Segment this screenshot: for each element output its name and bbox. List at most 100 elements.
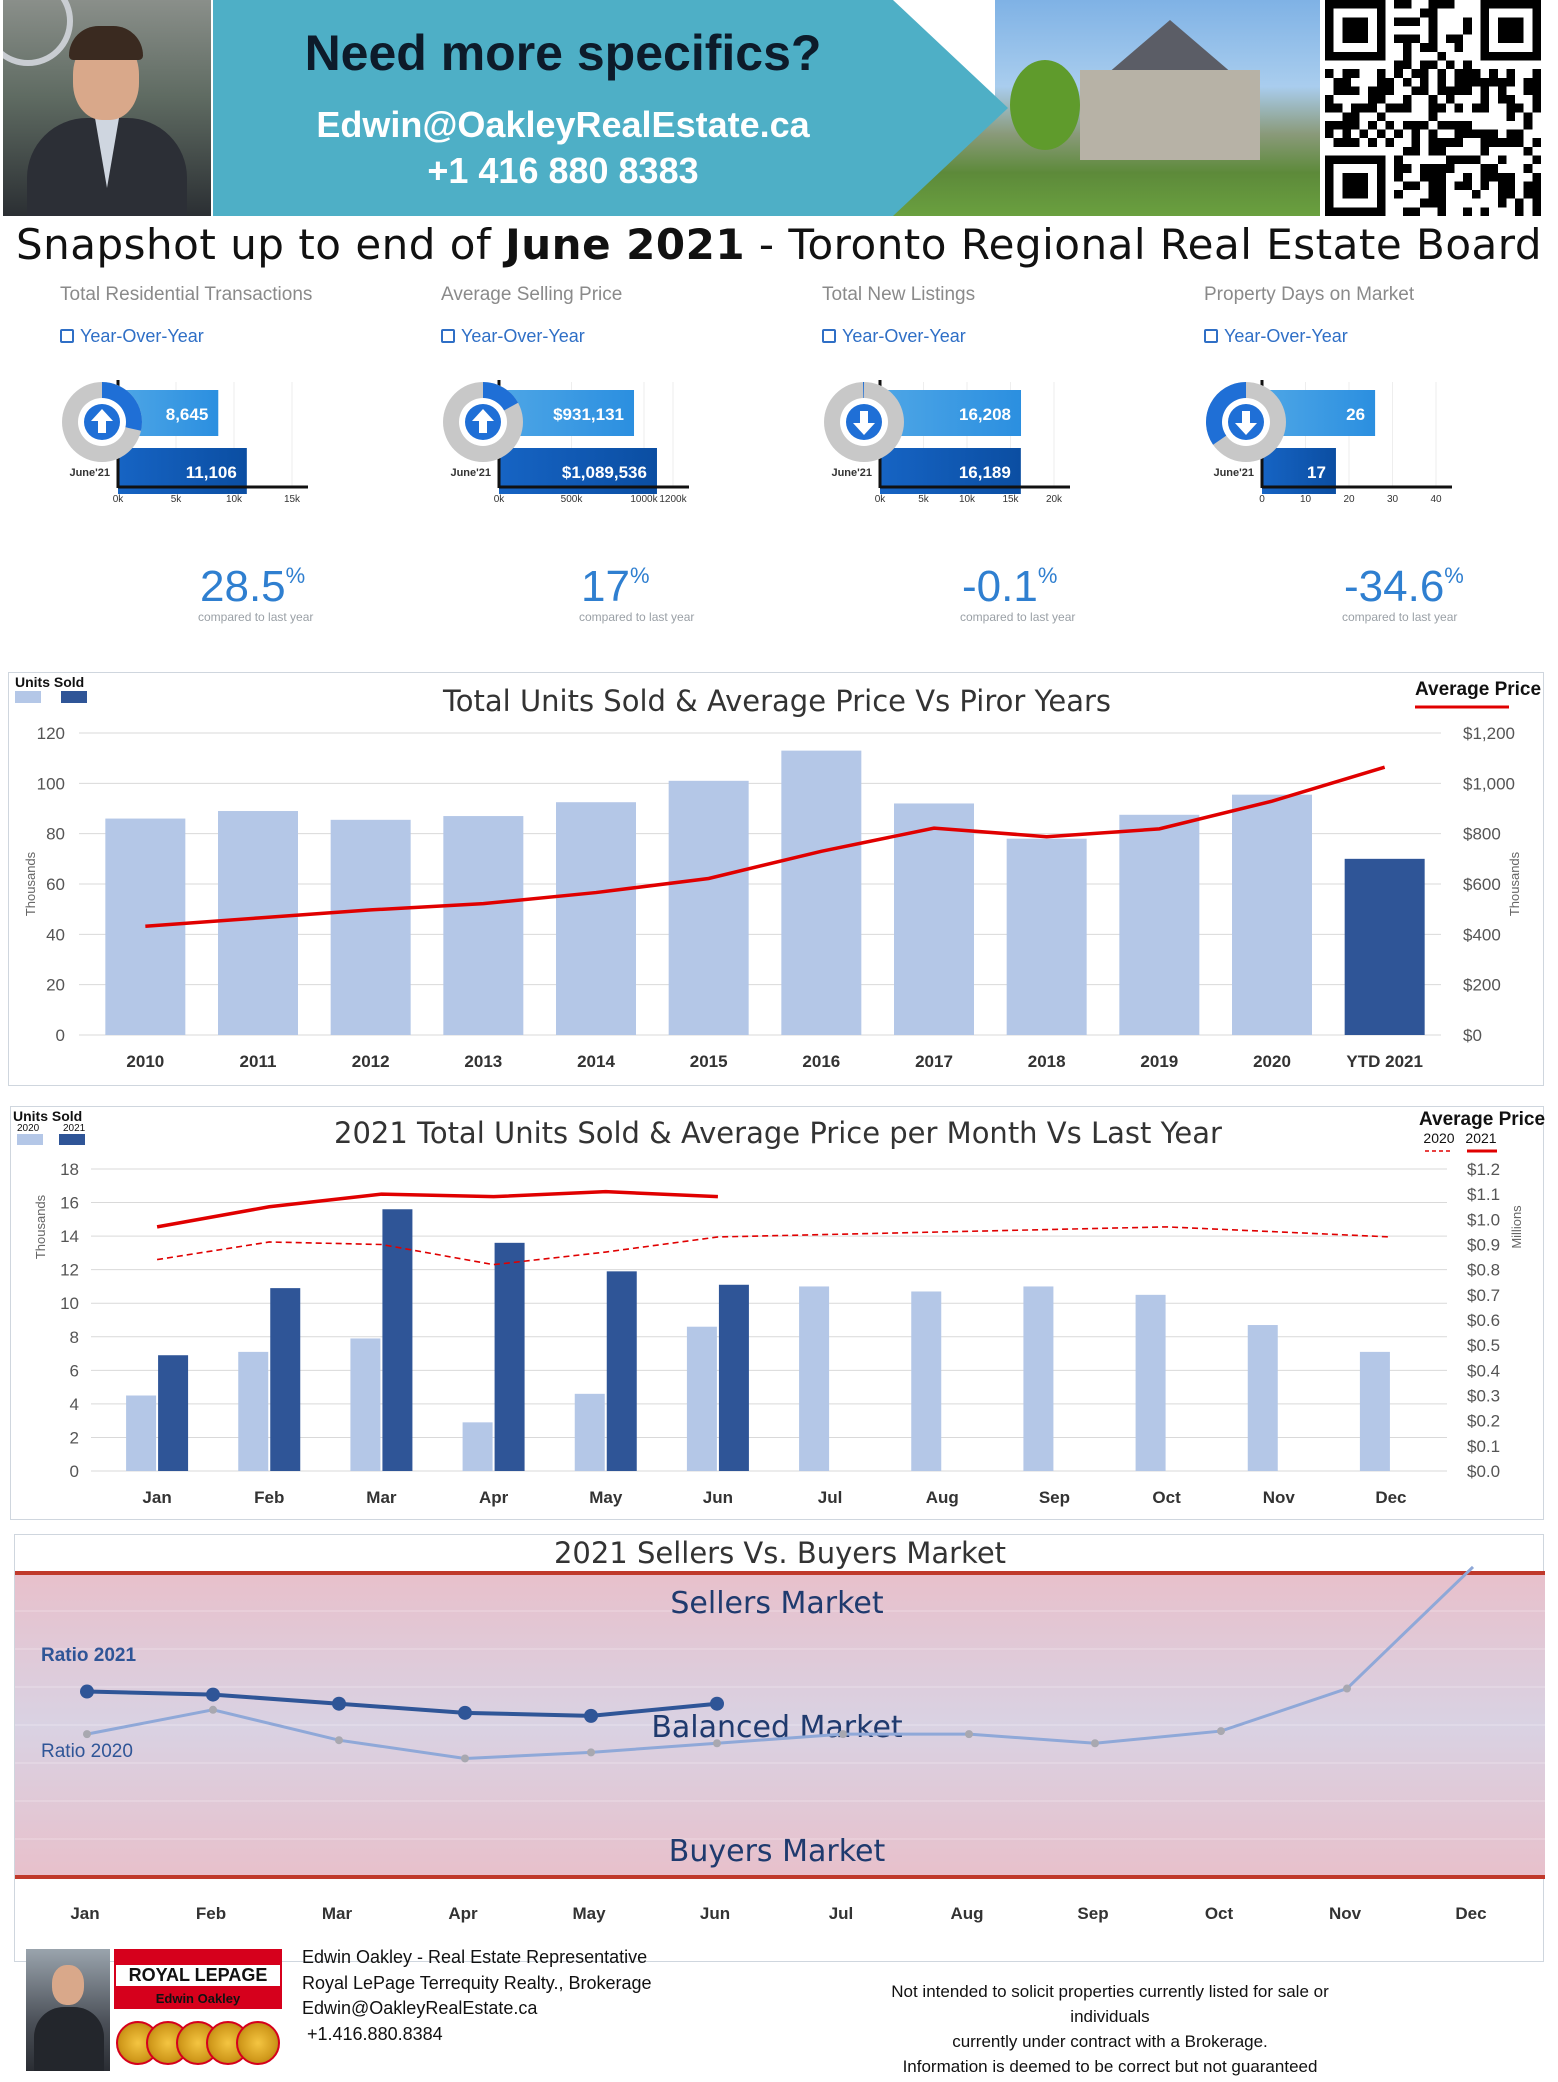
banner-title: Need more specifics? <box>304 25 822 81</box>
x-tick-label: 2017 <box>915 1052 953 1071</box>
kpi-caption: compared to last year <box>960 610 1076 624</box>
kpi-bar-value: 17 <box>1307 463 1326 482</box>
kpi-change-unit: % <box>1444 563 1464 588</box>
yearly-chart-panel: Total Units Sold & Average Price Vs Piro… <box>8 672 1544 1086</box>
price-line-2020 <box>156 1226 1391 1266</box>
kpi-period-label: Year-Over-Year <box>461 326 585 346</box>
bar-2020 <box>1023 1286 1054 1471</box>
qr-code-icon[interactable] <box>1322 0 1544 216</box>
bar-2020 <box>1247 1325 1278 1471</box>
x-tick-label: 2016 <box>802 1052 840 1071</box>
ratio-2021-point <box>206 1687 220 1702</box>
y2-tick-label: $1.1 <box>1467 1185 1500 1204</box>
kpi-tick-label: 0k <box>494 494 506 505</box>
agent-info-line[interactable]: Edwin@OakleyRealEstate.ca <box>302 1998 538 2018</box>
award-medals-icon <box>114 2013 282 2069</box>
chart-title: Total Units Sold & Average Price Vs Piro… <box>442 684 1111 718</box>
legend-series-label: 2020 <box>17 1123 40 1134</box>
kpi-bar-value: $1,089,536 <box>562 463 647 482</box>
bar <box>781 750 862 1035</box>
kpi-tick-label: 10 <box>1300 494 1312 505</box>
kpi-period-selector[interactable]: Year-Over-Year <box>60 326 204 347</box>
kpi-tick-label: 30 <box>1387 494 1399 505</box>
kpi-bar-value: $931,131 <box>553 405 624 424</box>
kpi-bar <box>880 390 1022 436</box>
arrow-up-icon <box>91 409 113 433</box>
kpi-period-selector[interactable]: Year-Over-Year <box>441 326 585 347</box>
kpi-tick-label: 15k <box>284 494 301 505</box>
disclaimer-line: currently under contract with a Brokerag… <box>952 2032 1268 2051</box>
yearly-units-price-chart: Total Units Sold & Average Price Vs Piro… <box>15 674 1541 1071</box>
ratio-2020-point <box>1091 1739 1099 1748</box>
banner-phone[interactable]: +1 416 880 8383 <box>427 150 699 191</box>
ratio-2020-point <box>209 1705 217 1714</box>
bar <box>105 818 186 1035</box>
bar <box>1119 814 1200 1035</box>
kpi-change-value: 17 <box>581 562 630 611</box>
y-tick-label: 18 <box>60 1160 79 1179</box>
y-tick-label: 16 <box>60 1194 79 1213</box>
kpi-change-unit: % <box>285 563 306 588</box>
ratio-2020-point <box>839 1730 847 1739</box>
kpi-tick-label: 0k <box>875 494 887 505</box>
calendar-icon <box>441 329 455 343</box>
logo-brand-text: ROYAL LEPAGE <box>116 1965 280 1986</box>
bar-2021 <box>606 1271 637 1471</box>
kpi-change-value: -34.6 <box>1344 562 1445 611</box>
y-tick-label: 2 <box>70 1428 79 1447</box>
chart-title: 2021 Sellers Vs. Buyers Market <box>554 1536 1006 1570</box>
bar <box>1006 838 1087 1035</box>
bar <box>1232 794 1312 1035</box>
snapshot-month: June 2021 <box>505 220 746 269</box>
disclaimer-line: Information is deemed to be correct but … <box>902 2057 1318 2076</box>
y2-tick-label: $0.0 <box>1467 1462 1500 1481</box>
agent-photo <box>3 0 211 216</box>
y2-tick-label: $0.7 <box>1467 1286 1500 1305</box>
ratio-2021-line <box>86 1689 718 1718</box>
x-tick-label: 2015 <box>690 1052 728 1071</box>
kpi-change: -0.1% <box>962 562 1057 612</box>
kpi-bar-label: June'21 <box>69 467 110 479</box>
bar-2021 <box>158 1355 189 1471</box>
x-tick-label: Oct <box>1152 1488 1181 1507</box>
banner-email[interactable]: Edwin@OakleyRealEstate.ca <box>316 104 810 145</box>
y-axis-label: Thousands <box>33 1194 48 1259</box>
x-tick-label: Jul <box>829 1904 854 1923</box>
footer-agent-photo <box>26 1949 110 2071</box>
kpi-panel: Total Residential Transactions Year-Over-… <box>60 280 430 660</box>
kpi-title: Total New Listings <box>822 284 976 305</box>
kpi-period-selector[interactable]: Year-Over-Year <box>822 326 966 347</box>
kpi-title: Property Days on Market <box>1204 284 1415 305</box>
x-tick-label: Nov <box>1329 1904 1362 1923</box>
x-tick-label: 2019 <box>1140 1052 1178 1071</box>
agent-info-line[interactable]: +1.416.880.8384 <box>302 2023 443 2044</box>
bar-2020 <box>574 1393 605 1471</box>
kpi-caption: compared to last year <box>198 610 314 624</box>
kpi-title: Average Selling Price <box>441 284 623 305</box>
y2-tick-label: $1,200 <box>1463 724 1515 743</box>
y2-tick-label: $0.3 <box>1467 1387 1500 1406</box>
y-tick-label: 60 <box>46 875 65 894</box>
bar <box>218 811 298 1035</box>
kpi-period-selector[interactable]: Year-Over-Year <box>1204 326 1348 347</box>
ratio-2020-point <box>1217 1727 1225 1736</box>
y-tick-label: 10 <box>60 1294 79 1313</box>
agent-info: Edwin Oakley - Real Estate Representativ… <box>302 1945 652 2047</box>
kpi-bar-label: June'21 <box>450 467 491 479</box>
y-tick-label: 100 <box>37 774 65 793</box>
x-tick-label: Aug <box>926 1488 959 1507</box>
x-tick-label: May <box>589 1488 623 1507</box>
kpi-bar-value: 8,645 <box>166 405 209 424</box>
bar-2021 <box>382 1209 413 1471</box>
x-tick-label: 2013 <box>464 1052 502 1071</box>
bar <box>1344 858 1425 1035</box>
ratio-2021-point <box>458 1705 472 1720</box>
y-tick-label: 6 <box>70 1361 79 1380</box>
kpi-period-label: Year-Over-Year <box>842 326 966 346</box>
kpi-tick-label: 10k <box>959 494 976 505</box>
y-tick-label: 8 <box>70 1328 79 1347</box>
y2-tick-label: $1.2 <box>1467 1160 1500 1179</box>
kpi-change-value: -0.1 <box>962 562 1038 611</box>
agent-info-line: Edwin Oakley - Real Estate Representativ… <box>302 1947 648 1967</box>
kpi-bar-chart: 01020304026June'2017June'21 <box>1213 380 1452 505</box>
